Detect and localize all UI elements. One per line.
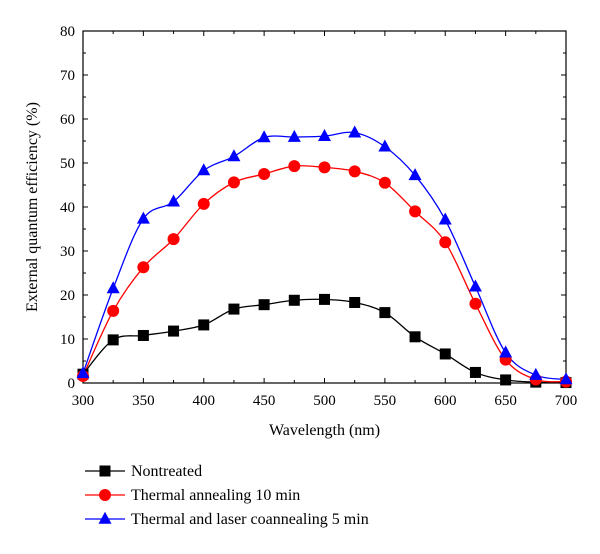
legend-marker-circle — [99, 489, 111, 501]
data-point-triangle — [167, 194, 181, 207]
legend-label: Nontreated — [131, 463, 202, 480]
x-tick-label: 350 — [132, 393, 155, 409]
data-point-square — [198, 319, 210, 331]
data-point-square — [500, 374, 512, 386]
data-point-square — [288, 294, 300, 306]
x-tick-label: 700 — [555, 393, 578, 409]
data-point-triangle — [378, 139, 392, 152]
y-tick-label: 20 — [60, 288, 75, 304]
data-point-triangle — [197, 163, 211, 176]
data-point-square — [409, 331, 421, 343]
x-axis-label: Wavelength (nm) — [269, 422, 380, 439]
data-point-triangle — [438, 212, 452, 225]
y-tick-label: 40 — [60, 200, 75, 216]
data-point-triangle — [227, 149, 241, 162]
legend: Nontreated Thermal annealing 10 min Therma… — [85, 463, 369, 528]
x-tick-label: 550 — [374, 393, 397, 409]
data-point-circle — [469, 297, 482, 310]
x-tick-label: 450 — [253, 393, 276, 409]
data-point-circle — [258, 168, 271, 180]
data-point-square — [168, 325, 180, 337]
data-point-triangle — [287, 129, 301, 142]
legend-item: Thermal annealing 10 min — [85, 487, 300, 504]
data-point-square — [107, 334, 119, 346]
data-point-square — [439, 348, 451, 360]
y-tick-label: 70 — [60, 68, 75, 84]
y-axis-ticks: 0 10 20 30 40 50 60 70 80 — [60, 24, 566, 392]
data-point-triangle — [559, 372, 573, 385]
data-point-triangle — [499, 345, 513, 358]
data-point-square — [349, 296, 361, 308]
data-point-square — [319, 293, 330, 305]
data-point-circle — [197, 197, 210, 210]
data-point-square — [228, 303, 240, 315]
x-axis-ticks: 300 350 400 450 500 550 600 650 700 — [72, 31, 578, 409]
data-point-square — [379, 307, 391, 319]
y-tick-label: 30 — [60, 244, 75, 260]
data-point-circle — [318, 161, 331, 174]
legend-label: Thermal annealing 10 min — [131, 487, 300, 504]
data-point-triangle — [76, 366, 90, 379]
data-point-square — [137, 329, 149, 341]
data-point-circle — [137, 261, 150, 274]
data-point-triangle — [348, 125, 362, 138]
data-point-circle — [167, 233, 180, 246]
data-point-square — [258, 299, 270, 311]
data-point-circle — [409, 205, 422, 218]
x-tick-label: 600 — [434, 393, 457, 409]
x-tick-label: 650 — [494, 393, 517, 409]
data-point-circle — [227, 176, 240, 189]
data-point-triangle — [468, 279, 482, 292]
data-point-circle — [348, 165, 361, 178]
legend-item: Nontreated — [85, 463, 202, 480]
series-line-circle — [82, 165, 567, 383]
y-tick-label: 10 — [60, 332, 75, 348]
legend-label: Thermal and laser coannealing 5 min — [131, 511, 369, 528]
x-tick-label: 400 — [193, 393, 216, 409]
data-point-triangle — [257, 130, 271, 143]
data-point-circle — [288, 160, 301, 173]
y-tick-label: 50 — [60, 156, 75, 172]
data-point-circle — [378, 176, 391, 189]
x-tick-label: 500 — [313, 393, 336, 409]
data-point-triangle — [318, 128, 331, 141]
legend-item: Thermal and laser coannealing 5 min — [85, 511, 369, 528]
data-point-triangle — [136, 211, 150, 224]
data-point-triangle — [529, 367, 543, 380]
data-point-circle — [439, 236, 452, 249]
x-tick-label: 300 — [72, 393, 95, 409]
legend-marker-triangle — [98, 511, 112, 524]
legend-marker-square — [99, 465, 111, 477]
y-axis-label: External quantum efficiency (%) — [24, 102, 41, 312]
data-point-triangle — [408, 168, 422, 181]
series-markers — [76, 125, 573, 389]
y-tick-label: 0 — [68, 376, 76, 392]
y-tick-label: 80 — [60, 24, 75, 40]
y-tick-label: 60 — [60, 112, 75, 128]
data-point-circle — [107, 304, 120, 317]
data-point-triangle — [106, 281, 120, 294]
data-point-square — [469, 366, 481, 378]
